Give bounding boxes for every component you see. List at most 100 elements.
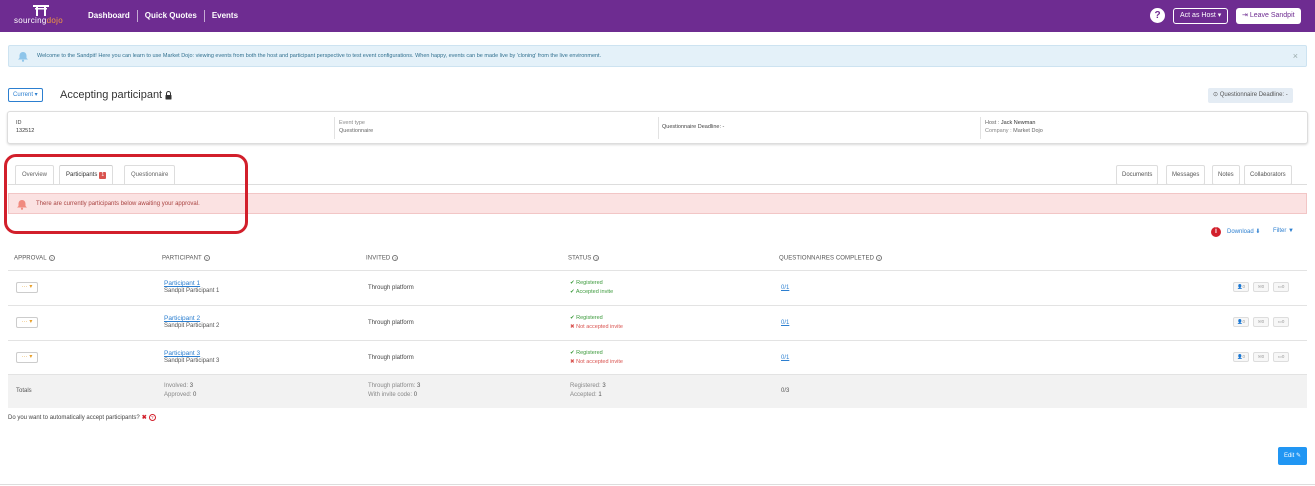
download-button[interactable]: Download ⬇	[1227, 229, 1261, 235]
header-participant-label: PARTICIPANT	[162, 255, 202, 262]
warning-text: There are currently participants below a…	[36, 201, 200, 207]
edit-button[interactable]: Edit ✎	[1278, 447, 1307, 465]
header-participant: PARTICIPANT?	[162, 255, 210, 262]
total-completed: 0/3	[781, 388, 790, 394]
comment-icon[interactable]: ▭0	[1273, 352, 1289, 362]
header-questionnaires-completed: QUESTIONNAIRES COMPLETED?	[779, 255, 883, 262]
invited-method: Through platform	[368, 320, 414, 326]
participant-link[interactable]: Participant 1	[164, 280, 201, 287]
participant-link[interactable]: Participant 2	[164, 315, 201, 322]
totals-row: Totals Involved: 3 Approved: 0 Through p…	[8, 374, 1307, 408]
nav-events[interactable]: Events	[211, 11, 239, 20]
help-circle-icon[interactable]: ?	[593, 255, 600, 261]
header-approval: APPROVAL?	[14, 255, 55, 262]
bell-icon	[17, 200, 27, 210]
status-registered: ✔ Registered	[570, 350, 603, 356]
close-icon[interactable]: ×	[1292, 51, 1298, 61]
user-icon[interactable]: 👤0	[1233, 352, 1249, 362]
status-invite: ✔ Accepted invite	[570, 289, 614, 295]
event-id-value: 132512	[16, 128, 35, 134]
help-button[interactable]: ?	[1150, 8, 1165, 23]
deadline-pill: ⊙ Questionnaire Deadline: -	[1208, 88, 1293, 103]
host-label: Host :	[985, 120, 1000, 126]
clock-icon: ⊙	[1213, 92, 1220, 98]
help-circle-icon[interactable]: ?	[203, 255, 210, 261]
tab-notes[interactable]: Notes	[1212, 165, 1240, 185]
nav-divider	[136, 10, 138, 22]
sourcing-dojo-logo[interactable]: sourcingdojo	[12, 4, 68, 28]
help-circle-icon[interactable]: ?	[876, 255, 883, 261]
company-name: Market Dojo	[1013, 128, 1043, 134]
header-qc-label: QUESTIONNAIRES COMPLETED	[779, 255, 875, 262]
participant-company: Sandpit Participant 1	[164, 288, 220, 294]
deadline-pill-text: Questionnaire Deadline: -	[1219, 92, 1288, 98]
event-id: ID 132512	[16, 119, 34, 135]
event-type-label: Event type	[339, 120, 365, 126]
total-through-platform: Through platform: 3	[368, 383, 421, 389]
table-row: ··· ▾ Participant 1 Sandpit Participant …	[8, 270, 1307, 305]
bell-icon	[18, 52, 28, 62]
total-involved: Involved: 3	[164, 383, 194, 389]
tab-collaborators[interactable]: Collaborators	[1244, 165, 1292, 185]
tab-documents[interactable]: Documents	[1116, 165, 1159, 185]
header-invited: INVITED?	[366, 255, 399, 262]
act-as-host-dropdown[interactable]: Act as Host ▾	[1173, 8, 1229, 24]
row-action-icons: 👤0 ✉0 ▭0	[1233, 317, 1289, 327]
participant-link[interactable]: Participant 3	[164, 350, 201, 357]
totals-label: Totals	[16, 388, 32, 394]
table-row: ··· ▾ Participant 2 Sandpit Participant …	[8, 305, 1307, 340]
nav-quick-quotes[interactable]: Quick Quotes	[144, 11, 197, 20]
divider	[980, 117, 981, 139]
help-circle-icon[interactable]: ?	[148, 414, 156, 421]
envelope-icon[interactable]: ✉0	[1253, 282, 1269, 292]
questionnaire-deadline-text: Questionnaire Deadline: -	[662, 124, 725, 130]
nav-divider	[203, 10, 205, 22]
tab-messages[interactable]: Messages	[1166, 165, 1206, 185]
company-label: Company :	[985, 128, 1012, 134]
help-circle-icon[interactable]: ?	[48, 255, 55, 261]
logo-text: sourcingdojo	[14, 16, 63, 25]
comment-icon[interactable]: ▭0	[1273, 282, 1289, 292]
tab-underline	[8, 184, 1307, 185]
divider	[334, 117, 335, 139]
info-icon[interactable]: i	[1211, 227, 1221, 237]
envelope-icon[interactable]: ✉0	[1253, 352, 1269, 362]
user-icon[interactable]: 👤0	[1233, 317, 1249, 327]
filter-button[interactable]: Filter ▼	[1273, 228, 1294, 234]
total-accepted: Accepted: 1	[570, 392, 602, 398]
current-dropdown[interactable]: Current ▾	[8, 88, 43, 102]
approval-dropdown[interactable]: ··· ▾	[16, 352, 38, 363]
header-invited-label: INVITED	[366, 255, 391, 262]
help-circle-icon[interactable]: ?	[392, 255, 399, 261]
questionnaires-completed-link[interactable]: 0/1	[781, 320, 790, 326]
header-approval-label: APPROVAL	[14, 255, 47, 262]
auto-accept-question: Do you want to automatically accept part…	[8, 415, 140, 422]
approval-dropdown[interactable]: ··· ▾	[16, 317, 38, 328]
leave-sandpit-button[interactable]: ⇥ Leave Sandpit	[1236, 8, 1301, 24]
nav-dashboard[interactable]: Dashboard	[88, 11, 130, 20]
approval-dropdown[interactable]: ··· ▾	[16, 282, 38, 293]
auto-accept-setting: Do you want to automatically accept part…	[8, 414, 156, 421]
status-registered: ✔ Registered	[570, 280, 603, 286]
event-type: Event type Questionnaire	[339, 119, 373, 135]
row-action-icons: 👤0 ✉0 ▭0	[1233, 282, 1289, 292]
torii-gate-icon	[33, 5, 49, 16]
top-navbar: sourcingdojo Dashboard Quick Quotes Even…	[0, 0, 1315, 32]
highlight-annotation	[4, 154, 248, 234]
comment-icon[interactable]: ▭0	[1273, 317, 1289, 327]
approval-warning-banner: There are currently participants below a…	[8, 193, 1307, 214]
exit-icon: ⇥	[1242, 12, 1250, 19]
user-icon[interactable]: 👤0	[1233, 282, 1249, 292]
tab-participants-label: Participants	[66, 172, 98, 178]
table-row: ··· ▾ Participant 3 Sandpit Participant …	[8, 340, 1307, 375]
participant-company: Sandpit Participant 2	[164, 323, 220, 329]
info-banner-text: Welcome to the Sandpit! Here you can lea…	[37, 53, 602, 59]
divider	[658, 117, 659, 139]
participants-badge: 1	[99, 172, 107, 179]
page-title: Accepting participant	[60, 89, 163, 101]
host-info: Host : Jack Newman Company : Market Dojo	[985, 119, 1043, 135]
questionnaire-deadline: Questionnaire Deadline: -	[662, 123, 724, 131]
questionnaires-completed-link[interactable]: 0/1	[781, 285, 790, 291]
envelope-icon[interactable]: ✉0	[1253, 317, 1269, 327]
questionnaires-completed-link[interactable]: 0/1	[781, 355, 790, 361]
